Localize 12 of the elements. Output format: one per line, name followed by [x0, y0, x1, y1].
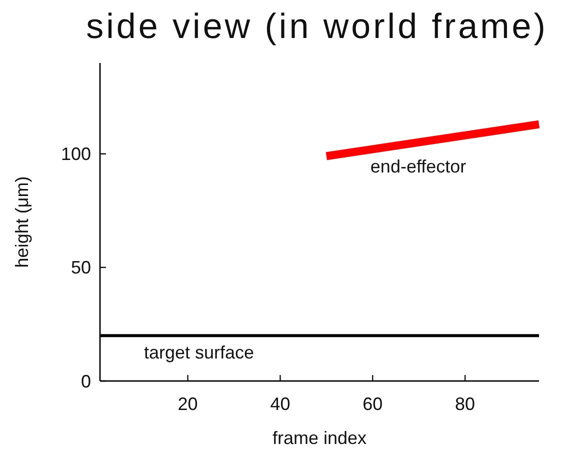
- series-label: end-effector: [370, 156, 466, 177]
- x-axis-title: frame index: [272, 428, 367, 448]
- x-tick-label: 80: [455, 394, 476, 414]
- x-tick-label: 20: [178, 394, 198, 414]
- series-label: target surface: [144, 342, 254, 363]
- x-tick-label: 40: [270, 394, 290, 414]
- y-axis-title: height (μm): [12, 176, 32, 268]
- y-tick-label: 100: [60, 144, 91, 164]
- chart-title: side view (in world frame): [86, 7, 548, 46]
- x-tick-label: 60: [362, 394, 383, 414]
- y-tick-label: 0: [80, 371, 91, 392]
- y-tick-label: 50: [70, 258, 91, 278]
